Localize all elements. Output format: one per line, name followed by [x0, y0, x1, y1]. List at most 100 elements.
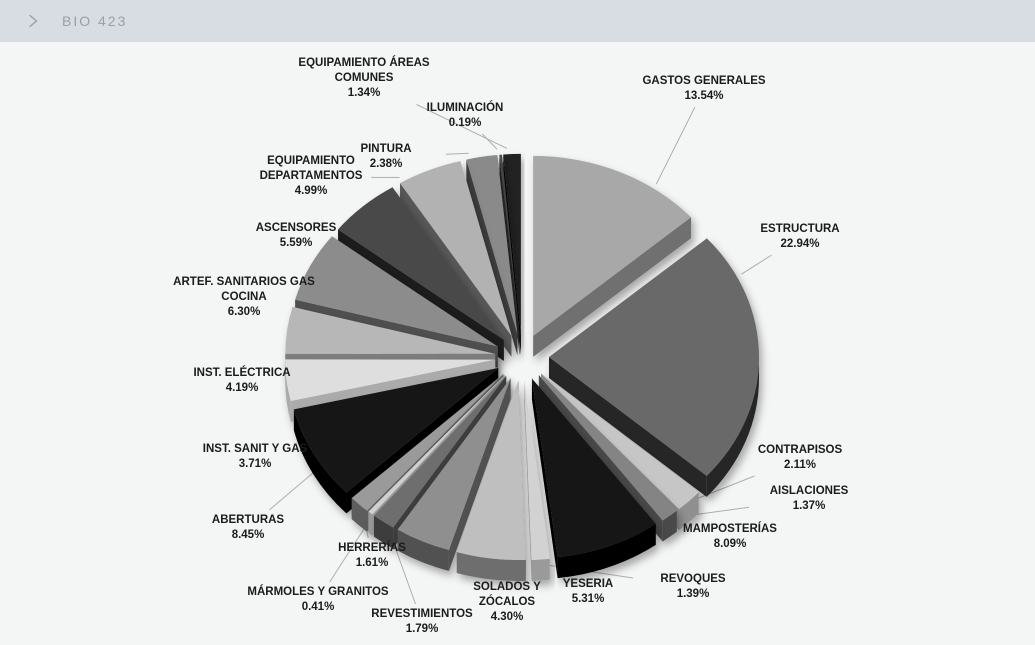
slice-top-face: [524, 380, 550, 560]
slice-label-contrapisos: CONTRAPISOS 2.11%: [758, 443, 842, 473]
slice-label-percent: 4.30%: [490, 611, 524, 624]
slice-top-face: [295, 236, 498, 347]
slice-label-percent: 1.79%: [405, 623, 439, 635]
slice-top-face: [373, 375, 507, 528]
slice-rim-wall: [456, 551, 526, 581]
pie-slice-solados-y-z-calos: [397, 378, 511, 572]
slice-top-face: [533, 155, 692, 336]
slice-top-face: [293, 368, 499, 493]
slice-label-name: ARTEF. SANITARIOS GAS COCINA: [173, 276, 315, 304]
slice-label-iluminaci-n: ILUMINACIÓN 0.19%: [427, 101, 504, 131]
slice-label-revestimientos: REVESTIMIENTOS 1.79%: [371, 607, 472, 637]
slice-top-face: [351, 373, 504, 511]
slice-label-name: ESTRUCTURA: [760, 222, 840, 235]
slice-label-percent: 8.09%: [713, 538, 747, 550]
slice-top-face: [397, 378, 511, 551]
slice-label-name: REVOQUES: [660, 572, 726, 585]
slice-label-name: INST. SANIT Y GAS: [202, 442, 308, 455]
slice-label-name: CONTRAPISOS: [757, 443, 843, 456]
slice-rim-wall: [557, 523, 656, 579]
slice-label-percent: 3.71%: [238, 458, 272, 470]
slice-label-inst-el-ctrica: INST. ELÉCTRICA 4.19%: [193, 366, 290, 396]
slice-label-percent: 1.34%: [347, 87, 381, 100]
pie-slice-pintura: [466, 155, 518, 356]
leader-line-aberturas: [268, 467, 320, 511]
slice-label-percent: 1.61%: [355, 557, 389, 569]
slice-label-name: ABERTURAS: [211, 513, 285, 526]
slice-label-m-rmoles-y-granitos: MÁRMOLES Y GRANITOS 0.41%: [247, 585, 388, 615]
pie-wedges-layer: [285, 153, 759, 581]
slice-label-aberturas: ABERTURAS 8.45%: [212, 513, 284, 543]
slice-label-percent: 2.11%: [784, 459, 816, 471]
slice-rim-wall: [397, 529, 449, 572]
slice-top-face: [368, 374, 505, 515]
slice-label-ascensores: ASCENSORES 5.59%: [256, 221, 337, 251]
slice-rim-wall: [706, 357, 759, 497]
slice-label-name: PINTURA: [360, 142, 412, 155]
pie-slice-gastos-generales: [533, 155, 692, 357]
slice-side-wall: [524, 380, 532, 581]
slice-label-pintura: PINTURA 2.38%: [360, 142, 411, 172]
slice-rim-wall: [531, 558, 550, 581]
page-title: BIO 423: [62, 13, 128, 29]
slice-label-name: ASCENSORES: [255, 221, 337, 234]
slice-rim-wall: [351, 498, 368, 532]
slice-label-name: REVESTIMIENTOS: [371, 607, 473, 620]
leader-line-m-rmoles-y-granitos: [329, 518, 372, 583]
slice-top-face: [538, 375, 677, 521]
slice-label-name: MAMPOSTERÍAS: [683, 522, 777, 535]
slice-label-aislaciones: AISLACIONES 1.37%: [770, 484, 849, 514]
slice-label-solados-y-z-calos: SOLADOS Y ZÓCALOS 4.30%: [473, 580, 541, 626]
pie-slice-revoques: [524, 380, 550, 581]
pie-slice-estructura: [549, 238, 759, 497]
slice-top-face: [549, 238, 759, 476]
slice-label-inst-sanit-y-gas: INST. SANIT Y GAS 3.71%: [203, 442, 307, 472]
slice-label-artef-sanitarios-gas-cocina: ARTEF. SANITARIOS GAS COCINA 6.30%: [173, 275, 315, 321]
slice-label-herrer-as: HERRERÍAS 1.61%: [338, 541, 406, 571]
slice-label-percent: 2.38%: [369, 158, 403, 170]
slice-label-percent: 6.30%: [227, 306, 261, 319]
slice-label-percent: 22.94%: [780, 238, 820, 250]
slice-label-percent: 4.19%: [225, 382, 259, 394]
slice-label-yeseria: YESERIA 5.31%: [563, 577, 614, 607]
slice-label-gastos-generales: GASTOS GENERALES 13.54%: [642, 74, 765, 104]
slice-label-name: SOLADOS Y ZÓCALOS: [473, 581, 541, 609]
slice-label-equipamiento-reas-comunes: EQUIPAMIENTO ÁREAS COMUNES 1.34%: [298, 56, 429, 102]
header-bar: BIO 423: [0, 0, 1035, 42]
leader-line-iluminaci-n: [481, 133, 498, 150]
slice-label-equipamiento-departamentos: EQUIPAMIENTO DEPARTAMENTOS 4.99%: [260, 154, 363, 200]
slice-top-face: [285, 306, 496, 354]
slice-label-name: ILUMINACIÓN: [426, 101, 504, 114]
slice-rim-wall: [662, 510, 677, 542]
slice-rim-wall: [293, 409, 347, 514]
slice-label-percent: 13.54%: [684, 90, 724, 102]
slice-top-face: [499, 154, 520, 334]
slice-label-estructura: ESTRUCTURA 22.94%: [760, 222, 839, 252]
slice-top-face: [400, 161, 512, 336]
slice-label-percent: 5.31%: [571, 593, 605, 605]
chevron-right-icon[interactable]: [20, 8, 46, 34]
leader-line-estructura: [741, 254, 772, 275]
slice-label-percent: 4.99%: [294, 185, 328, 198]
pie-slice-iluminaci-n: [499, 154, 520, 355]
slice-top-face: [466, 155, 518, 335]
pie-slice-mamposter-as: [531, 378, 656, 579]
slice-rim-wall: [373, 515, 394, 549]
leader-line-gastos-generales: [655, 106, 696, 185]
slice-top-face: [338, 187, 504, 340]
slice-label-name: INST. ELÉCTRICA: [193, 366, 291, 379]
slice-rim-wall: [368, 511, 373, 536]
slice-side-wall: [533, 217, 692, 357]
leader-line-pintura: [445, 152, 469, 155]
slice-label-name: MÁRMOLES Y GRANITOS: [247, 585, 389, 598]
pie-slice-yeseria: [456, 379, 526, 581]
slice-top-face: [285, 359, 496, 402]
slice-side-wall: [531, 378, 558, 579]
slice-label-percent: 0.19%: [448, 117, 482, 129]
slice-label-percent: 1.37%: [792, 500, 826, 512]
slice-top-face: [503, 153, 521, 334]
slice-label-mamposter-as: MAMPOSTERÍAS 8.09%: [683, 522, 777, 552]
slice-top-face: [456, 379, 526, 560]
